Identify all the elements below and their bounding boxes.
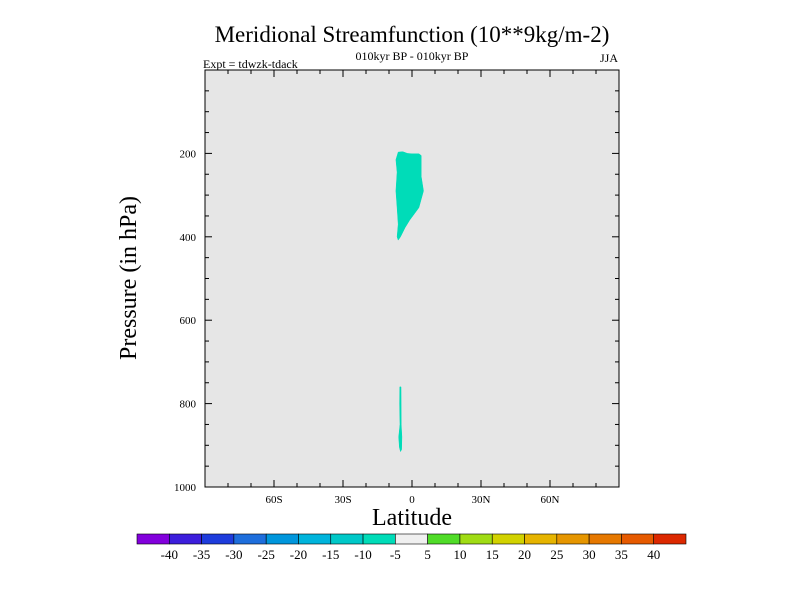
colorbar-label: -40 [161,547,178,562]
colorbar-label: 30 [583,547,596,562]
colorbar-swatch [298,533,332,545]
colorbar-label: 25 [550,547,563,562]
colorbar-label: 15 [486,547,499,562]
colorbar-swatch [621,533,654,545]
colorbar-swatch [201,533,235,545]
plot-area [205,70,619,487]
colorbar-swatch [427,533,461,545]
colorbar-swatch [459,533,493,545]
colorbar-swatch [136,533,170,545]
colorbar-label: -5 [390,547,401,562]
chart-title: Meridional Streamfunction (10**9kg/m-2) [215,22,610,47]
colorbar-swatch [395,533,428,545]
contour-regions [395,151,424,453]
colorbar-label: 40 [647,547,660,562]
colorbar-label: -10 [354,547,371,562]
chart-subtitle: 010kyr BP - 010kyr BP [356,49,469,63]
colorbar-swatch [362,533,396,545]
colorbar-label: 20 [518,547,531,562]
colorbar-swatch [524,533,558,545]
colorbar-swatch [588,533,622,545]
colorbar-swatch [330,533,364,545]
colorbar-swatch [653,533,687,545]
y-tick-label: 1000 [174,482,197,494]
colorbar-swatch [233,533,267,545]
colorbar-label: 5 [424,547,431,562]
y-axis: 200 400 600 800 1000 [174,90,619,494]
y-tick-label: 200 [180,148,197,160]
x-tick-label: 60N [541,494,560,506]
season-label: JJA [600,51,618,65]
colorbar-label: -25 [258,547,275,562]
colorbar-swatch [556,533,590,545]
x-axis: 60S 30S 0 30N 60N [227,70,597,506]
x-tick-label: 0 [409,494,415,506]
contour-region-2 [398,386,403,453]
colorbar: -40 -35 -30 -25 -20 -15 -10 -5 5 10 15 20 25 30 35 40 [136,533,687,562]
y-tick-label: 400 [180,232,197,244]
colorbar-swatch [265,533,299,545]
experiment-label: Expt = tdwzk-tdack [203,57,298,71]
colorbar-label: -30 [225,547,242,562]
x-tick-label: 30S [334,494,351,506]
contour-region-1 [395,151,424,241]
colorbar-label: 35 [615,547,628,562]
colorbar-swatch [491,533,525,545]
y-tick-label: 600 [180,315,197,327]
x-axis-title: Latitude [372,505,452,531]
colorbar-label: -20 [290,547,307,562]
x-tick-label: 30N [472,494,491,506]
colorbar-label: 10 [453,547,466,562]
x-tick-label: 60S [265,494,282,506]
y-tick-label: 800 [180,399,197,411]
colorbar-swatch [168,533,202,545]
colorbar-label: -15 [322,547,339,562]
y-axis-title: Pressure (in hPa) [116,196,142,360]
colorbar-label: -35 [193,547,210,562]
